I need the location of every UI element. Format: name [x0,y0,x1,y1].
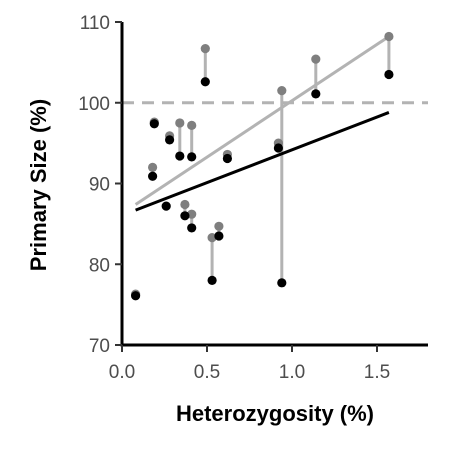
x-tick-label: 1.0 [279,362,305,383]
data-point-black [273,143,283,153]
x-axis-title: Heterozygosity (%) [176,401,374,426]
data-point-black [311,89,321,99]
data-point-black [175,151,185,161]
x-tick-label: 0.5 [194,362,220,383]
data-point-black [149,119,159,129]
data-point-black [180,211,190,221]
trend-line-grey [134,35,390,206]
data-point-grey [180,199,190,210]
x-tick-label: 0.0 [109,362,135,383]
y-tick-label: 80 [89,255,110,276]
data-point-black [384,69,394,80]
y-tick-label: 70 [89,336,110,357]
pair-connector-layer [134,36,391,296]
y-axis-title: Primary Size (%) [26,99,51,271]
data-point-grey [175,118,185,128]
trend-line-layer [134,35,390,212]
data-point-black [187,152,197,162]
data-point-grey [311,54,321,64]
y-tick-label: 110 [80,13,110,34]
x-tick-label: 1.5 [364,362,390,383]
data-point-layer [131,31,394,301]
data-point-black [222,153,232,164]
data-point-black [214,231,224,241]
data-point-black [207,275,217,285]
y-tick-label: 100 [78,94,110,115]
data-point-black [148,171,158,181]
data-point-black [277,278,287,288]
data-point-black [200,77,210,87]
data-point-black [165,135,175,145]
y-tick-label: 90 [89,175,110,196]
data-point-grey [384,31,394,42]
data-point-grey [214,221,224,231]
tick-layer: 0.0 0.5 1.0 1.5 70 80 90 100 110 [78,13,390,383]
data-point-grey [200,44,210,54]
data-point-black [161,201,171,211]
data-point-grey [277,86,287,96]
trend-line-black [135,111,390,212]
data-point-grey [148,162,158,172]
data-point-grey [187,120,197,130]
data-point-black [187,223,197,233]
data-point-black [131,291,141,301]
